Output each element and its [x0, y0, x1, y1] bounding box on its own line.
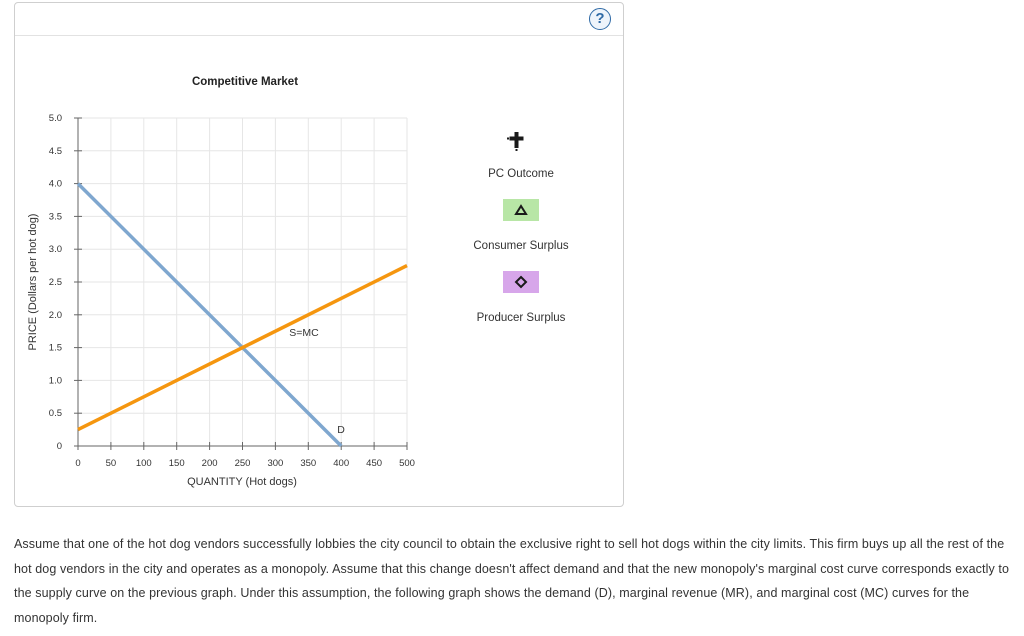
x-tick-label: 100	[136, 458, 152, 469]
y-tick-label: 3.5	[49, 211, 62, 222]
panel-divider	[15, 35, 623, 36]
x-tick-label: 350	[300, 458, 316, 469]
y-tick-label: 1.5	[49, 343, 62, 354]
x-tick-label: 300	[267, 458, 283, 469]
x-tick-label: 450	[366, 458, 382, 469]
x-tick-label: 400	[333, 458, 349, 469]
y-tick-label: 3.0	[49, 244, 62, 255]
diamond-icon	[514, 275, 528, 289]
demand-curve	[76, 182, 343, 448]
supply-curve-label: S=MC	[289, 327, 319, 339]
consumer-surplus-label: Consumer Surplus	[473, 240, 569, 252]
y-tick-label: 4.5	[49, 146, 62, 157]
y-tick-label: 2.5	[49, 277, 62, 288]
y-axis-label: PRICE (Dollars per hot dog)	[27, 214, 39, 351]
grid	[78, 117, 408, 446]
tool-pc-outcome[interactable]	[506, 130, 530, 152]
x-tick-label: 150	[169, 458, 185, 469]
supply-curve	[77, 264, 408, 432]
y-tick-label: 5.0	[49, 113, 62, 124]
y-tick-label: 2.0	[49, 310, 62, 321]
series	[76, 182, 408, 448]
x-tick-label: 0	[75, 458, 80, 469]
demand-curve-label: D	[337, 424, 345, 436]
y-tick-label: 0	[57, 441, 62, 452]
x-tick-label: 500	[399, 458, 415, 469]
triangle-icon	[514, 204, 528, 215]
x-tick-label: 200	[202, 458, 218, 469]
pc-outcome-label: PC Outcome	[488, 168, 554, 180]
chart-title: Competitive Market	[192, 76, 298, 88]
question-text: Assume that one of the hot dog vendors s…	[14, 537, 1009, 625]
help-button[interactable]: ?	[589, 8, 611, 30]
tick-labels: 0 50 100 150 200 250 300 350 400 450 500 0 0.5 1.0 1.5…	[49, 113, 415, 469]
y-tick-label: 0.5	[49, 408, 62, 419]
x-axis-label: QUANTITY (Hot dogs)	[187, 476, 297, 488]
y-tick-label: 4.0	[49, 179, 62, 190]
axes	[74, 117, 408, 450]
producer-surplus-label: Producer Surplus	[476, 312, 566, 324]
x-tick-label: 250	[235, 458, 251, 469]
x-tick-label: 50	[106, 458, 117, 469]
tool-producer-surplus[interactable]	[503, 271, 539, 293]
plus-marker-icon	[507, 132, 524, 151]
y-tick-label: 1.0	[49, 375, 62, 386]
tool-consumer-surplus[interactable]	[503, 199, 539, 221]
